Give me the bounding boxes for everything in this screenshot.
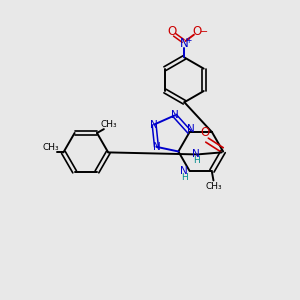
Text: N: N [153, 142, 160, 152]
Text: N: N [180, 167, 188, 176]
Text: N: N [187, 124, 195, 134]
Text: CH₃: CH₃ [42, 143, 59, 152]
Text: O: O [192, 25, 202, 38]
Text: CH₃: CH₃ [100, 120, 117, 129]
Text: H: H [193, 156, 200, 165]
Text: N: N [171, 110, 178, 121]
Text: N: N [180, 37, 189, 50]
Text: N: N [192, 149, 200, 160]
Text: O: O [167, 25, 176, 38]
Text: −: − [200, 27, 208, 37]
Text: N: N [150, 120, 158, 130]
Text: O: O [201, 127, 210, 140]
Text: H: H [181, 173, 188, 182]
Text: +: + [185, 36, 192, 45]
Text: CH₃: CH₃ [205, 182, 222, 190]
